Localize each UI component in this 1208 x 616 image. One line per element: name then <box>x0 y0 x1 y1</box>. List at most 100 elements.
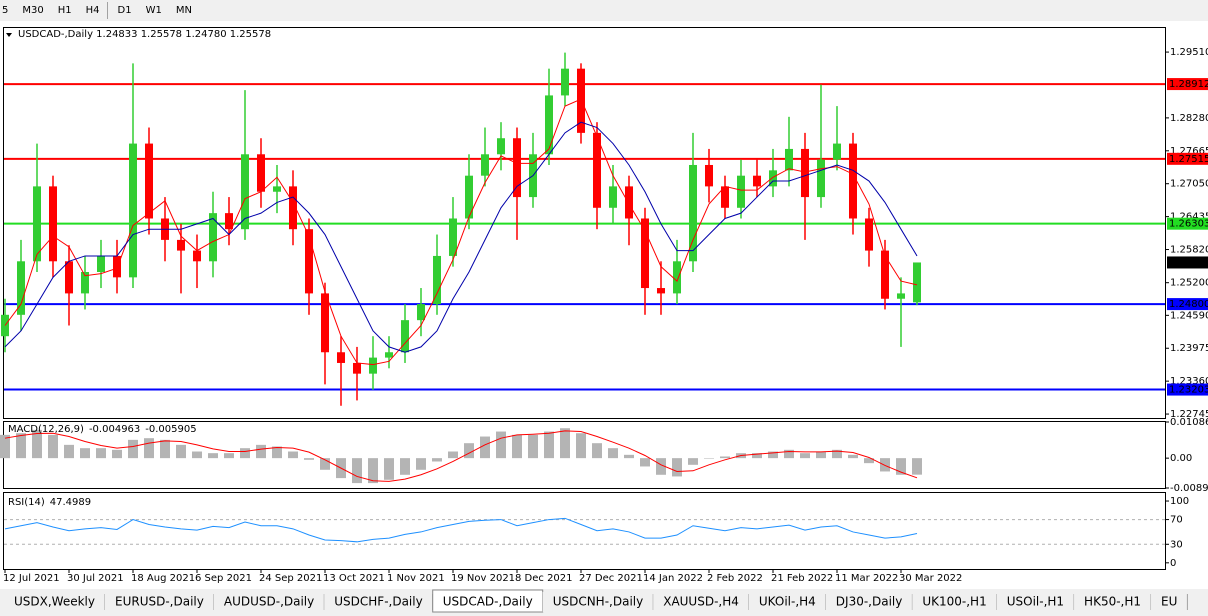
x-tick-label: 12 Jul 2021 <box>3 573 60 584</box>
macd-histogram-bar <box>720 456 730 459</box>
macd-histogram-bar <box>272 446 282 459</box>
tab-label[interactable]: USDCAD-,Daily <box>443 595 533 609</box>
macd-histogram-bar <box>848 454 858 459</box>
macd-histogram-bar <box>832 449 842 459</box>
main-panel-frame <box>3 27 1166 419</box>
symbol-tab[interactable]: USOil-,H1 <box>996 592 1075 612</box>
tab-label[interactable]: DJ30-,Daily <box>836 595 903 609</box>
x-tick-label: 1 Nov 2021 <box>387 573 445 584</box>
macd-histogram-bar <box>288 451 298 459</box>
y-tick-label: 1.23975 <box>1170 343 1208 354</box>
tab-background[interactable] <box>996 592 1075 612</box>
x-tick-label: 30 Mar 2022 <box>899 573 962 584</box>
x-tick-label: 8 Dec 2021 <box>515 573 573 584</box>
symbol-tab[interactable]: USDCNH-,Daily <box>542 592 654 612</box>
level-price-box <box>1167 298 1208 311</box>
candle-body <box>833 143 841 160</box>
x-tick-label: 14 Jan 2022 <box>643 573 703 584</box>
candle-body <box>1 314 9 337</box>
candle-body <box>465 175 473 219</box>
candle-body <box>593 132 601 208</box>
tab-label[interactable]: USDX,Weekly <box>14 595 95 609</box>
candle-body <box>193 250 201 262</box>
tab-label[interactable]: USOil-,H1 <box>1007 595 1064 609</box>
macd-histogram-bar <box>240 448 250 459</box>
tab-background[interactable] <box>105 592 214 612</box>
symbol-tab[interactable]: AUDUSD-,Daily <box>213 592 325 612</box>
symbol-tab[interactable]: DJ30-,Daily <box>825 592 913 612</box>
level-price-label: 1.23203 <box>1169 385 1208 396</box>
tab-background[interactable] <box>1074 592 1152 612</box>
candle-body <box>769 170 777 187</box>
symbol-tab[interactable]: XAUUSD-,H4 <box>653 592 750 612</box>
tab-label[interactable]: USDCHF-,Daily <box>334 595 422 609</box>
timeframe-button[interactable]: W1 <box>146 5 162 16</box>
timeframe-button[interactable]: H4 <box>86 5 100 16</box>
tab-label[interactable]: USDCNH-,Daily <box>553 595 644 609</box>
tab-label[interactable]: EU <box>1161 595 1177 609</box>
tab-background[interactable] <box>542 592 654 612</box>
level-price-box <box>1167 383 1208 396</box>
macd-histogram-bar <box>816 451 826 459</box>
macd-signal-line <box>4 430 918 482</box>
symbol-tab[interactable]: UKOil-,H4 <box>748 592 827 612</box>
symbol-tab[interactable]: USDX,Weekly <box>4 592 106 612</box>
x-tick-label: 11 Mar 2022 <box>835 573 898 584</box>
symbol-tab[interactable]: USDCAD-,Daily <box>432 589 544 613</box>
symbol-tab[interactable]: UK100-,H1 <box>912 592 998 612</box>
symbol-tab[interactable]: HK50-,H1 <box>1074 592 1152 612</box>
tab-background[interactable] <box>748 592 826 612</box>
timeframe-button[interactable]: 5 <box>2 5 8 16</box>
indicator-header: RSI(14) <box>8 497 45 508</box>
y-tick-label: 100 <box>1170 496 1189 507</box>
candle-body <box>705 164 713 187</box>
macd-histogram-bar <box>96 448 106 459</box>
level-price-box <box>1167 152 1208 165</box>
tab-background[interactable] <box>324 592 433 612</box>
timeframe-button[interactable]: M30 <box>22 5 43 16</box>
macd-histogram-bar <box>560 428 570 459</box>
symbol-tab[interactable]: USDCHF-,Daily <box>324 592 434 612</box>
tab-background[interactable] <box>213 592 325 612</box>
candle-body <box>417 304 425 321</box>
macd-histogram-bar <box>624 454 634 459</box>
macd-histogram-bar <box>752 453 762 459</box>
tab-label[interactable]: HK50-,H1 <box>1084 595 1141 609</box>
tab-background[interactable] <box>653 592 749 612</box>
timeframe-button[interactable]: H1 <box>58 5 72 16</box>
candle-body <box>33 186 41 262</box>
tab-label[interactable]: XAUUSD-,H4 <box>663 595 739 609</box>
y-tick-label: 30 <box>1170 539 1183 550</box>
tab-label[interactable]: AUDUSD-,Daily <box>224 595 314 609</box>
tab-background[interactable] <box>825 592 913 612</box>
macd-histogram-bar <box>528 434 538 459</box>
macd-histogram-bar <box>16 433 26 459</box>
level-price-label: 1.28912 <box>1169 79 1208 90</box>
macd-histogram-bar <box>320 458 330 470</box>
indicator-header: 47.4989 <box>50 497 91 508</box>
tab-background[interactable] <box>912 592 997 612</box>
panel-menu-arrow[interactable] <box>6 33 12 37</box>
tab-label[interactable]: UK100-,H1 <box>922 595 986 609</box>
macd-histogram-bar <box>304 458 314 460</box>
macd-histogram-bar <box>256 444 266 459</box>
x-tick-label: 21 Feb 2022 <box>771 573 833 584</box>
tab-background[interactable] <box>1151 592 1188 612</box>
candle-body <box>881 250 889 299</box>
tab-label[interactable]: UKOil-,H4 <box>759 595 816 609</box>
tab-label[interactable]: EURUSD-,Daily <box>115 595 204 609</box>
tab-background[interactable] <box>4 592 105 612</box>
candle-body <box>513 138 521 198</box>
timeframe-button[interactable]: MN <box>176 5 192 16</box>
macd-histogram-bar <box>160 439 170 459</box>
level-price-label: 1.24800 <box>1169 299 1208 310</box>
x-tick-label: 24 Sep 2021 <box>259 573 322 584</box>
macd-histogram-bar <box>128 439 138 459</box>
timeframe-button[interactable]: D1 <box>118 5 132 16</box>
symbol-tab[interactable]: EURUSD-,Daily <box>105 592 215 612</box>
macd-histogram-bar <box>192 451 202 459</box>
candle-body <box>849 143 857 219</box>
macd-histogram-bar <box>80 448 90 459</box>
symbol-tab[interactable]: EU <box>1151 592 1188 612</box>
candle-body <box>545 95 553 155</box>
